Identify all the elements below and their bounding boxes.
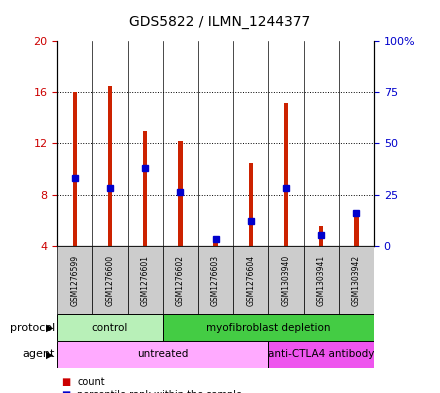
Text: GDS5822 / ILMN_1244377: GDS5822 / ILMN_1244377 bbox=[129, 15, 311, 29]
Text: GSM1303942: GSM1303942 bbox=[352, 254, 361, 306]
Text: anti-CTLA4 antibody: anti-CTLA4 antibody bbox=[268, 349, 374, 360]
Bar bbox=[163, 314, 374, 341]
Bar bbox=[178, 141, 183, 246]
Bar bbox=[57, 341, 268, 368]
Bar bbox=[198, 246, 233, 314]
Text: GSM1276600: GSM1276600 bbox=[106, 254, 114, 306]
Text: GSM1276599: GSM1276599 bbox=[70, 254, 79, 306]
Bar bbox=[233, 246, 268, 314]
Text: GSM1276602: GSM1276602 bbox=[176, 255, 185, 305]
Text: agent: agent bbox=[22, 349, 55, 360]
Text: GSM1276604: GSM1276604 bbox=[246, 254, 255, 306]
Bar bbox=[213, 242, 218, 246]
Text: GSM1276603: GSM1276603 bbox=[211, 254, 220, 306]
Bar bbox=[319, 226, 323, 246]
Bar bbox=[304, 246, 339, 314]
Bar bbox=[163, 246, 198, 314]
Bar bbox=[354, 210, 359, 246]
Text: protocol: protocol bbox=[10, 323, 55, 333]
Bar bbox=[268, 246, 304, 314]
Bar bbox=[57, 314, 163, 341]
Text: percentile rank within the sample: percentile rank within the sample bbox=[77, 390, 242, 393]
Text: GSM1303940: GSM1303940 bbox=[282, 254, 290, 306]
Text: ▶: ▶ bbox=[46, 349, 54, 360]
Bar bbox=[268, 341, 374, 368]
Bar bbox=[108, 86, 112, 246]
Text: control: control bbox=[92, 323, 128, 333]
Text: GSM1303941: GSM1303941 bbox=[317, 254, 326, 306]
Text: myofibroblast depletion: myofibroblast depletion bbox=[206, 323, 330, 333]
Text: GSM1276601: GSM1276601 bbox=[141, 255, 150, 305]
Bar bbox=[339, 246, 374, 314]
Text: untreated: untreated bbox=[137, 349, 188, 360]
Bar bbox=[73, 92, 77, 246]
Bar bbox=[92, 246, 128, 314]
Text: ▶: ▶ bbox=[46, 323, 54, 333]
Bar bbox=[284, 103, 288, 246]
Bar bbox=[128, 246, 163, 314]
Bar bbox=[143, 130, 147, 246]
Bar bbox=[57, 246, 92, 314]
Text: count: count bbox=[77, 376, 105, 387]
Bar bbox=[249, 163, 253, 246]
Text: ■: ■ bbox=[62, 376, 71, 387]
Text: ■: ■ bbox=[62, 390, 71, 393]
